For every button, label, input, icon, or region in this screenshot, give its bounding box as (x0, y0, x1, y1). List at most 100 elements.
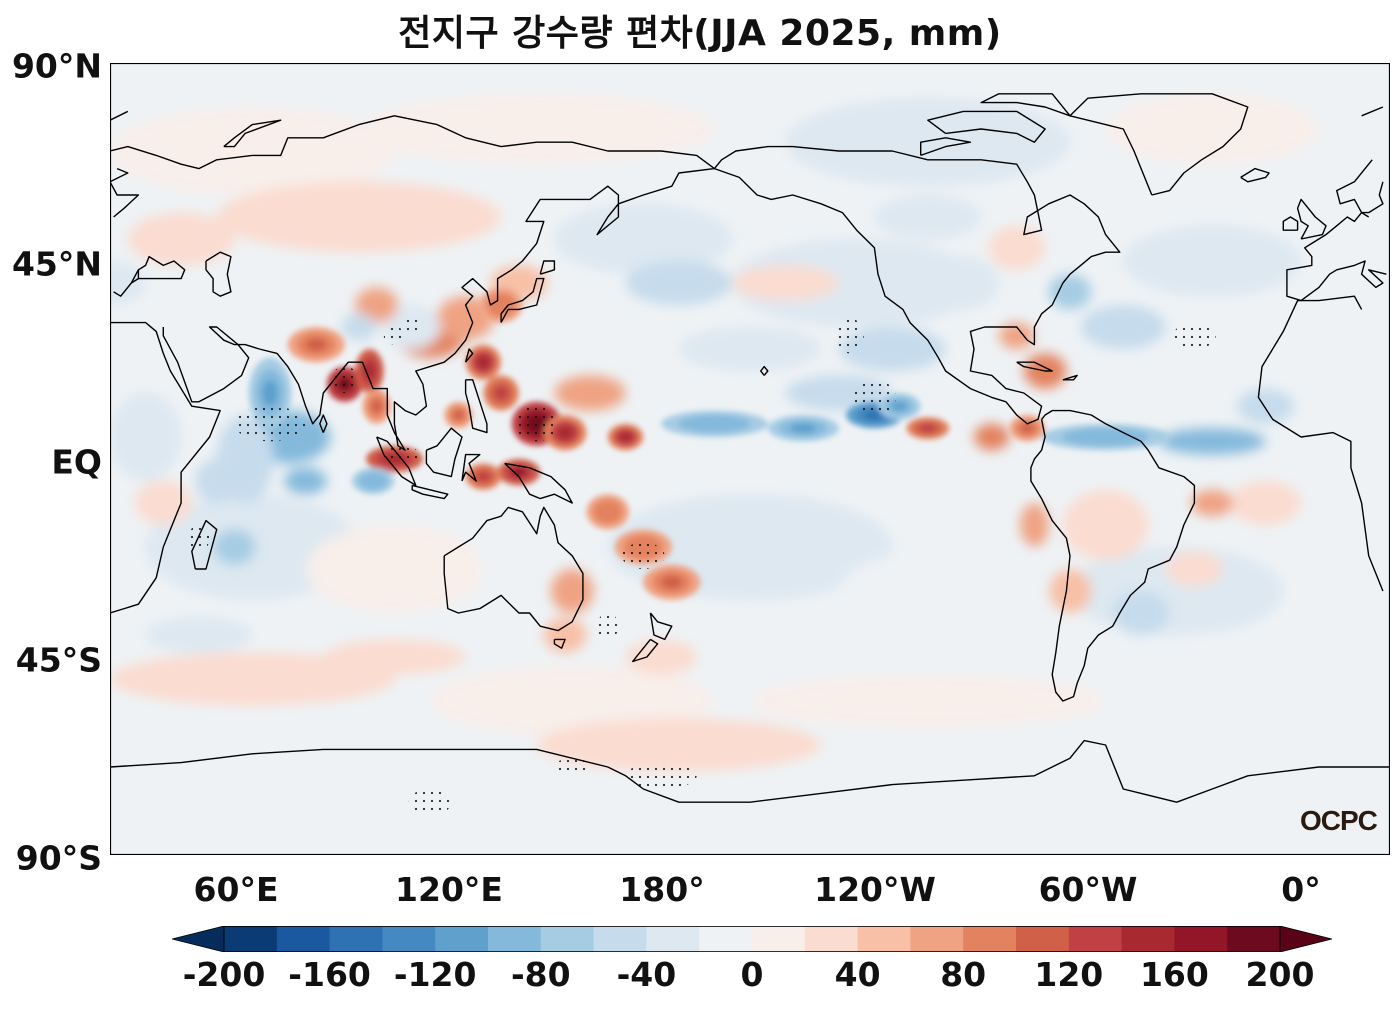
anomaly-patch (145, 617, 253, 653)
colorbar-bin (857, 926, 911, 952)
coastline (553, 638, 566, 649)
colorbar-tick-label: -160 (288, 955, 371, 994)
anomaly-patch (127, 212, 235, 266)
coastline (464, 379, 488, 434)
colorbar-bin (1227, 926, 1281, 952)
lon-label-60e: 60°E (193, 870, 279, 909)
colorbar-bin (1174, 926, 1228, 952)
colorbar-tick-label: -40 (616, 955, 677, 994)
anomaly-patch (305, 525, 484, 613)
coastline (110, 739, 1390, 803)
coastline (205, 251, 232, 297)
coastline (920, 137, 972, 157)
anomaly-patch (195, 459, 238, 503)
map-title: 전지구 강수량 편차(JJA 2025, mm) (398, 13, 1002, 54)
coastline (113, 159, 1387, 302)
colorbar-bin (963, 926, 1017, 952)
anomaly-patch (1062, 489, 1149, 561)
coastline (110, 106, 1384, 121)
anomaly-patch (543, 617, 587, 653)
anomaly-patch (557, 426, 573, 439)
lat-label-45n: 45°N (11, 244, 102, 284)
anomaly-patch (494, 386, 508, 400)
colorbar-tick-label: 160 (1139, 955, 1209, 994)
coastlines (110, 93, 1390, 803)
colorbar-bin (488, 926, 542, 952)
colorbar-bin (752, 926, 806, 952)
coastline (411, 484, 449, 500)
anomaly-patch (891, 401, 908, 411)
significance-stippling (188, 318, 1216, 816)
stipple-patch (383, 327, 406, 345)
coastline (504, 462, 573, 504)
stipple-patch (597, 613, 619, 640)
colorbar (172, 926, 1332, 952)
anomaly-patch (430, 665, 715, 737)
coastline (110, 167, 1384, 218)
anomaly-patch (1166, 551, 1223, 587)
colorbar-bin (1068, 926, 1123, 952)
stipple-patch (330, 366, 359, 393)
anomaly-patch (1080, 305, 1166, 349)
coastline (1069, 93, 1249, 196)
coastline (191, 519, 218, 570)
anomaly-patch (625, 261, 733, 305)
colorbar-bin (435, 926, 489, 952)
lon-label-0: 0° (1281, 870, 1321, 909)
anomaly-patch (110, 652, 395, 706)
anomaly-patch (341, 313, 377, 341)
anomaly-patch (998, 322, 1035, 349)
anomaly-patch (838, 327, 946, 371)
anomaly-patch (550, 569, 594, 613)
stipple-patch (853, 379, 896, 415)
lon-label-120w: 120°W (814, 870, 936, 909)
anomaly-patch (1082, 432, 1129, 442)
lat-label-90s: 90°S (15, 838, 102, 878)
lon-label-120e: 120°E (395, 870, 503, 909)
anomaly-patch (134, 481, 192, 525)
map-area (110, 63, 1390, 855)
anomaly-patch (511, 467, 527, 477)
ocpc-logo: OCPC (1300, 805, 1378, 836)
colorbar-bin (1121, 926, 1175, 952)
anomaly-patch (554, 375, 626, 411)
coastline (632, 638, 659, 663)
anomaly-patch (453, 410, 464, 420)
colorbar-bin (646, 926, 700, 952)
anomaly-patch (1105, 93, 1319, 165)
anomaly-patch (305, 338, 327, 351)
precip-anomaly-map (110, 63, 1390, 855)
coastline (425, 427, 463, 478)
stipple-patch (1173, 322, 1216, 349)
anomaly-patch (661, 575, 683, 589)
colorbar-bin (224, 926, 278, 952)
coastline (1016, 361, 1053, 372)
anomaly-patch (284, 467, 327, 495)
stipple-patch (625, 762, 697, 789)
anomaly-patch (1048, 569, 1092, 613)
colorbar-bin (593, 926, 647, 952)
anomaly-patch (213, 529, 256, 565)
colorbar-extend-min (172, 926, 225, 952)
lon-label-60w: 60°W (1038, 870, 1138, 909)
coastline (110, 115, 716, 451)
coastline (760, 365, 769, 376)
coastline (539, 260, 556, 275)
anomaly-patch (1112, 591, 1170, 635)
anomaly-patch (110, 393, 182, 481)
coastline (1030, 409, 1196, 702)
colorbar-tick-label: -200 (182, 955, 266, 994)
coastline (443, 506, 584, 632)
anomaly-patch (476, 355, 490, 369)
colorbar-tick-label: 80 (940, 955, 987, 994)
anomaly-patch (619, 432, 632, 442)
stipple-patch (554, 758, 590, 776)
colorbar-tick-label: 200 (1245, 955, 1315, 994)
lat-label-90n: 90°N (11, 46, 102, 86)
colorbar-bin (540, 926, 595, 952)
anomaly-field (110, 93, 1355, 838)
anomaly-patch (678, 327, 822, 371)
anomaly-patch (476, 471, 490, 482)
coastline (464, 348, 474, 363)
stipple-patch (622, 542, 665, 569)
